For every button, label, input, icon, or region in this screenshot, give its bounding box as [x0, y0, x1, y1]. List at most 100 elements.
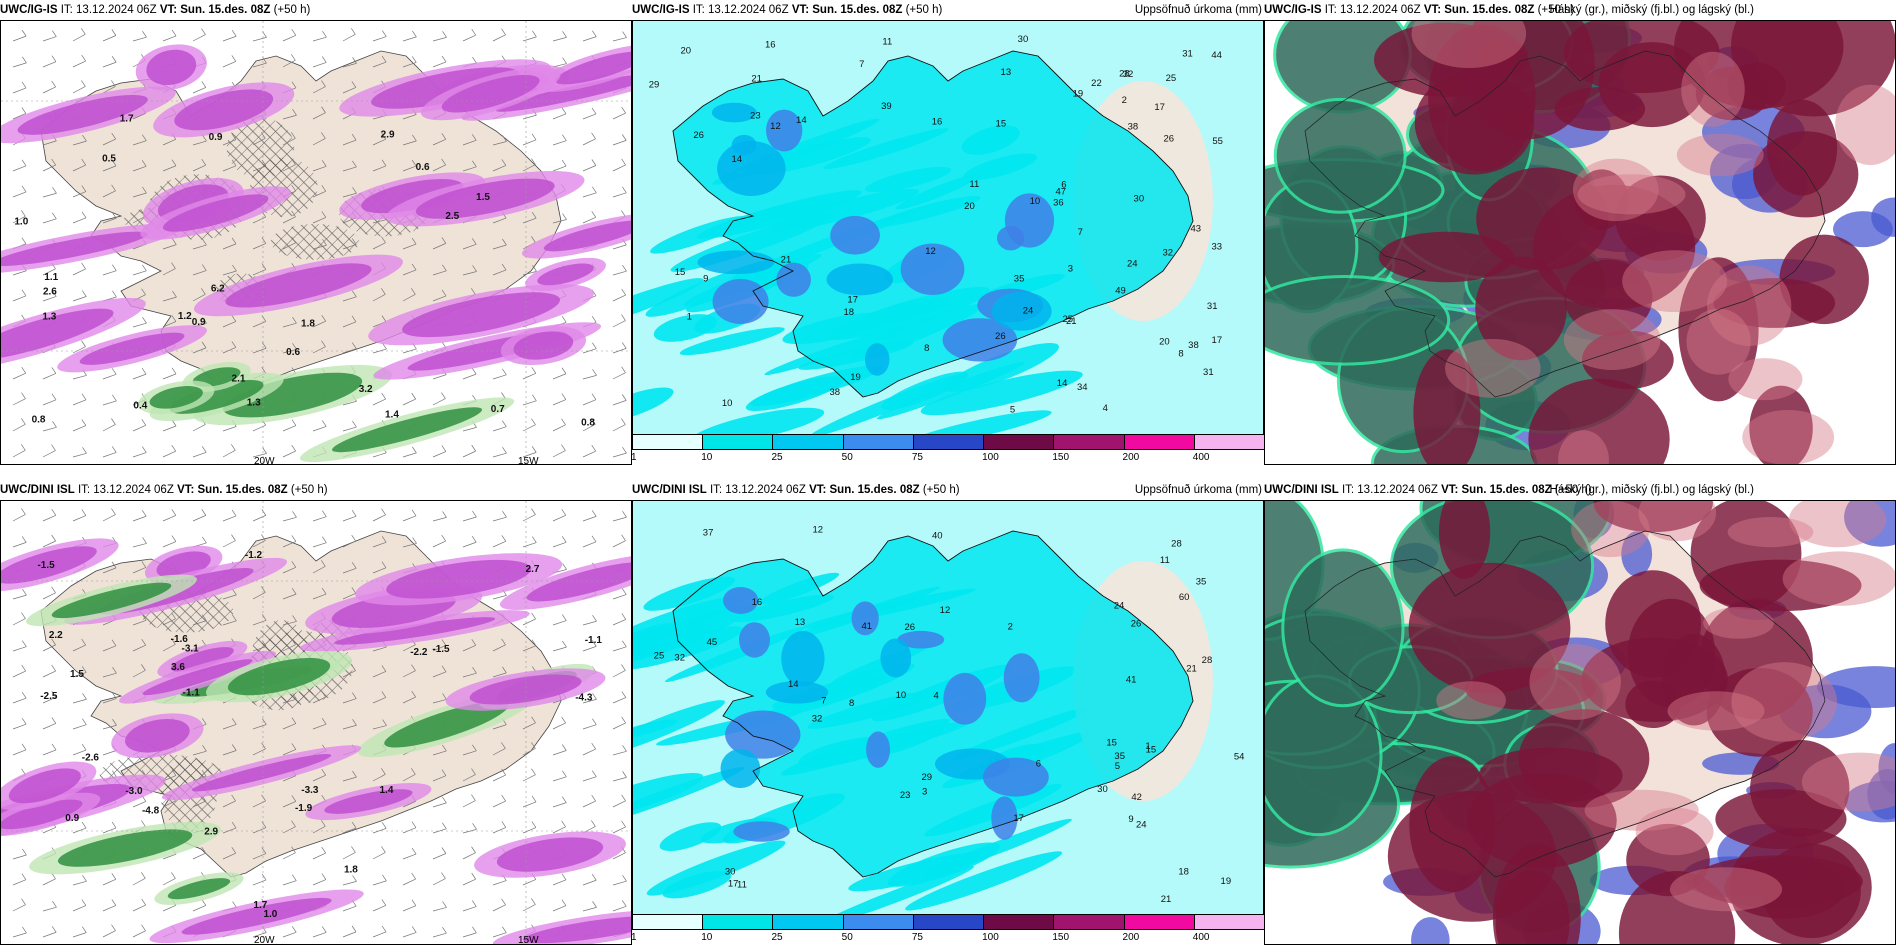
colorbar-label: 75 — [911, 932, 923, 943]
precip-value-label: 21 — [1186, 664, 1197, 675]
precip-value-label: 24 — [1023, 305, 1034, 316]
precipitation-map[interactable]: 7 19 21 17 12 28 38 24 20 32 26 36 39 15 8 17 25 38 29 11 14… — [632, 20, 1264, 435]
precip-value-label: 7 — [821, 695, 826, 706]
temp-value-label: 2.9 — [381, 130, 395, 141]
colorbar-label: 150 — [1052, 932, 1070, 943]
precip-value-label: 29 — [649, 79, 660, 90]
precip-value-label: 14 — [732, 154, 743, 165]
precip-value-label: 47 — [1056, 187, 1067, 198]
iceland-coastline — [1304, 530, 1826, 878]
temp-value-label: -1.5 — [37, 560, 55, 571]
precip-value-label: 42 — [1131, 792, 1142, 803]
precip-value-label: 31 — [1207, 301, 1218, 312]
precip-value-label: 26 — [904, 622, 915, 633]
colorbar-swatch — [1053, 434, 1125, 450]
precip-value-label: 10 — [722, 398, 733, 409]
temperature-map[interactable]: 0.5 1.3 3.2 6.2 0.9 0.6 1.2 0.8 1.0 1.4 2.9 1.7 2.1 1… — [0, 20, 632, 465]
panel-clouds-bottom: UWC/DINI ISL IT: 13.12.2024 06Z VT: Sun.… — [1264, 480, 1900, 950]
precip-value-label: 11 — [1160, 555, 1170, 566]
precip-colorbar: 1 10 25 50 75 100 150 200 400 — [631, 434, 1265, 463]
precip-value-label: 15 — [996, 118, 1007, 129]
precip-value-label: 12 — [940, 605, 951, 616]
precip-value-label: 25 — [654, 650, 665, 661]
precip-value-label: 1 — [1145, 741, 1150, 752]
temp-value-label: -4.8 — [142, 806, 160, 817]
temp-value-label: -1.1 — [585, 635, 603, 646]
precip-value-label: 32 — [812, 713, 823, 724]
colorbar-label: 100 — [982, 932, 999, 943]
temp-value-label: 0.8 — [581, 417, 595, 428]
precip-value-label: 24 — [1136, 819, 1147, 830]
colorbar-label: 150 — [1052, 452, 1070, 463]
precip-value-label: 15 — [1146, 744, 1157, 755]
precip-value-label: 35 — [1114, 751, 1125, 762]
temp-value-label: 1.1 — [44, 272, 58, 283]
temp-value-label: 3.6 — [171, 662, 185, 673]
precip-value-label: 8 — [1178, 349, 1183, 360]
lon-label-15w: 15W — [518, 456, 539, 467]
precip-value-label: 11 — [737, 880, 747, 891]
temp-value-label: 1.4 — [380, 785, 394, 796]
temp-value-label: 0.9 — [192, 317, 206, 328]
precip-value-label: 25 — [1062, 314, 1073, 325]
lon-label-20w: 20W — [254, 456, 275, 467]
precip-value-label: 32 — [1163, 248, 1174, 259]
temp-value-label: -3.3 — [301, 785, 319, 796]
temp-value-label: 2.1 — [232, 374, 246, 385]
colorbar-label: 200 — [1122, 932, 1140, 943]
precip-value-label: 25 — [1166, 73, 1177, 84]
precip-value-label: 1 — [687, 311, 692, 322]
precip-value-label: 41 — [1126, 675, 1137, 686]
temp-value-label: 2.6 — [43, 286, 57, 297]
colorbar-label: 400 — [1192, 452, 1210, 463]
colorbar-swatch — [842, 914, 914, 930]
precip-value-label: 17 — [1013, 813, 1024, 824]
precip-value-label: 8 — [924, 343, 929, 354]
precip-value-label: 21 — [781, 255, 792, 266]
precip-value-label: 41 — [861, 621, 872, 632]
precip-value-label: 7 — [1078, 227, 1083, 238]
precip-value-label: 18 — [843, 307, 854, 318]
precip-value-label: 12 — [925, 246, 936, 257]
precip-value-label: 3 — [922, 786, 927, 797]
precip-value-label: 20 — [680, 45, 691, 56]
temp-value-label: 1.3 — [42, 311, 56, 322]
precip-value-label: 54 — [1234, 752, 1245, 763]
precip-value-label: 14 — [1057, 378, 1068, 389]
cloud-map[interactable] — [1264, 20, 1896, 465]
colorbar-swatch — [1123, 914, 1195, 930]
panel-temperature-bottom: UWC/DINI ISL IT: 13.12.2024 06Z VT: Sun.… — [0, 480, 634, 950]
colorbar-swatch — [772, 434, 844, 450]
temp-value-label: 1.8 — [301, 319, 315, 330]
panel-precip-top: UWC/IG-IS IT: 13.12.2024 06Z VT: Sun. 15… — [631, 0, 1266, 465]
precip-value-label: 18 — [1178, 866, 1189, 877]
colorbar-label: 50 — [841, 452, 853, 463]
temp-value-label: 0.9 — [209, 132, 223, 143]
precip-value-label: 30 — [725, 867, 736, 878]
precip-value-label: 34 — [1077, 382, 1088, 393]
precip-value-label: 38 — [1188, 340, 1199, 351]
precip-value-label: 40 — [932, 531, 943, 542]
colorbar-swatch — [1193, 914, 1265, 930]
temp-value-label: 1.4 — [385, 409, 399, 420]
panel-title: UWC/IG-IS IT: 13.12.2024 06Z VT: Sun. 15… — [1264, 4, 1754, 16]
precip-value-label: 26 — [995, 331, 1006, 342]
precip-value-label: 17 — [1212, 335, 1223, 346]
temp-value-label: 3.2 — [359, 384, 373, 395]
precip-value-label: 21 — [751, 74, 762, 85]
temp-value-label: -1.9 — [295, 803, 313, 814]
panel-title: UWC/IG-IS IT: 13.12.2024 06Z VT: Sun. 15… — [0, 4, 311, 16]
panel-clouds-top: UWC/IG-IS IT: 13.12.2024 06Z VT: Sun. 15… — [1264, 0, 1900, 465]
precip-value-label: 38 — [830, 387, 841, 398]
temp-value-label: -3.1 — [181, 643, 199, 654]
precip-value-label: 29 — [921, 772, 932, 783]
precip-value-label: 9 — [703, 273, 708, 284]
colorbar-label: 50 — [841, 932, 853, 943]
precipitation-map[interactable]: 8 13 12 11 15 17 40 32 26 35 28 24 23 30 37 35 26 16 11 21 1… — [632, 500, 1264, 915]
temp-value-label: -2.2 — [410, 647, 428, 658]
temp-value-label: -2.5 — [40, 691, 58, 702]
precip-value-label: 9 — [1128, 814, 1133, 825]
temp-value-label: 1.0 — [263, 909, 277, 920]
temperature-map[interactable]: -2.5 -2.2 -1.9 -1.5 -1.1 -3.1 -2.6 -3.3 -3.0 -4.3… — [0, 500, 632, 945]
cloud-map[interactable] — [1264, 500, 1896, 945]
